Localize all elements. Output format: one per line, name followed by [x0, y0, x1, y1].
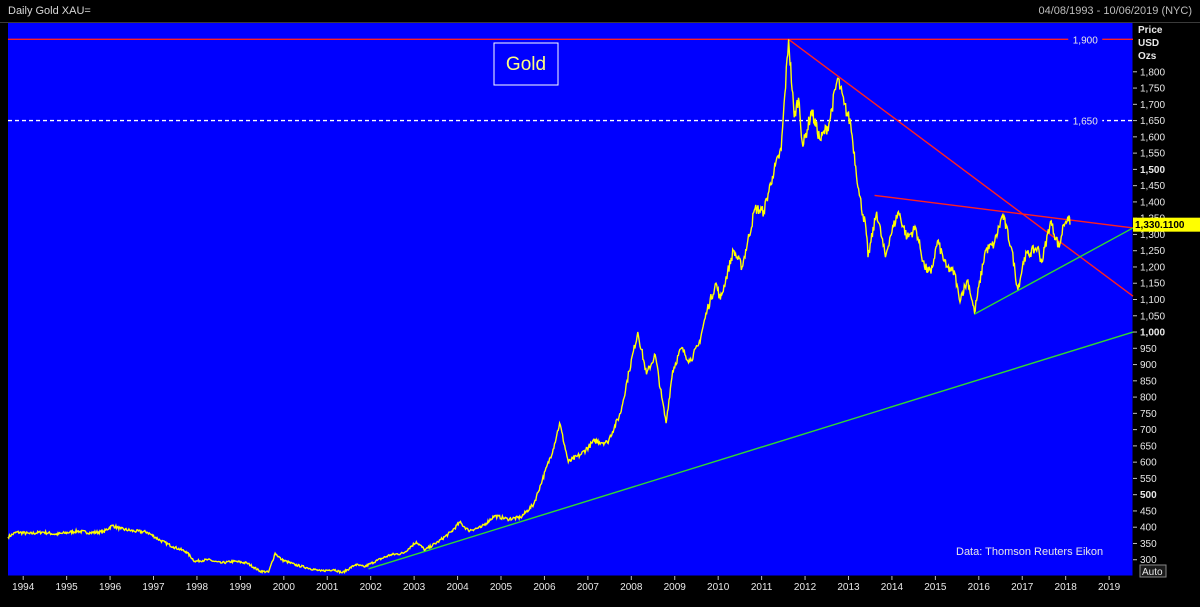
y-axis-label-price: Price	[1138, 25, 1163, 36]
x-tick-label: 2010	[707, 582, 730, 593]
x-tick-label: 2017	[1011, 582, 1034, 593]
trendline-3[interactable]	[874, 194, 1134, 229]
y-tick-label: 1,400	[1140, 197, 1165, 208]
level-label-bg-0	[1068, 33, 1103, 46]
x-tick-label: 1994	[12, 582, 35, 593]
bottom-strip	[0, 593, 1200, 607]
x-tick-label: 2005	[490, 582, 513, 593]
y-tick-label: 600	[1140, 458, 1157, 469]
x-tick-label: 2019	[1098, 582, 1121, 593]
y-tick-label: 700	[1140, 425, 1157, 436]
y-tick-label: 1,450	[1140, 181, 1165, 192]
x-tick-label: 2012	[794, 582, 817, 593]
x-tick-label: 2006	[533, 582, 556, 593]
y-tick-label: 1,750	[1140, 84, 1165, 95]
x-tick-label: 2002	[360, 582, 383, 593]
y-tick-label: 1,300	[1140, 230, 1165, 241]
plot-area[interactable]	[8, 23, 1133, 576]
y-axis: 300 350 400 450 500 550 600 650 700 750 800 850 900 9…	[1133, 67, 1165, 566]
y-tick-label: 900	[1140, 360, 1157, 371]
y-tick-label: 1,500	[1140, 165, 1165, 176]
last-price-tag: 1,330.1100	[1133, 217, 1200, 232]
y-tick-label: 850	[1140, 376, 1157, 387]
level-label-bg-1	[1068, 114, 1103, 127]
y-tick-label: 550	[1140, 474, 1157, 485]
auto-button-frame[interactable]	[1139, 564, 1167, 578]
y-tick-label: 1,250	[1140, 246, 1165, 257]
instrument-title: Daily Gold XAU=	[8, 5, 91, 17]
y-tick-label: 450	[1140, 506, 1157, 517]
y-tick-label: 1,100	[1140, 295, 1165, 306]
x-tick-label: 2003	[403, 582, 426, 593]
x-tick-label: 2016	[968, 582, 991, 593]
y-axis-title: Price USD Ozs	[1138, 25, 1163, 62]
x-tick-label: 2018	[1055, 582, 1078, 593]
x-tick-label: 1997	[142, 582, 165, 593]
chart-title-box	[493, 42, 559, 86]
y-tick-label: 800	[1140, 393, 1157, 404]
date-range: 04/08/1993 - 10/06/2019 (NYC)	[1038, 5, 1193, 17]
y-tick-label: 500	[1140, 490, 1157, 501]
trendline-2[interactable]	[788, 38, 1134, 297]
x-tick-label: 2001	[316, 582, 339, 593]
y-tick-label: 1,800	[1140, 67, 1165, 78]
x-tick-label: 2009	[664, 582, 687, 593]
y-tick-label: 400	[1140, 523, 1157, 534]
x-tick-label: 1998	[186, 582, 209, 593]
x-tick-label: 1995	[56, 582, 79, 593]
trendline-5[interactable]	[974, 227, 1134, 315]
chart-title: Gold	[506, 54, 546, 75]
y-tick-label: 1,200	[1140, 262, 1165, 273]
y-tick-label: 1,700	[1140, 100, 1165, 111]
y-tick-label: 650	[1140, 441, 1157, 452]
y-tick-label: 1,150	[1140, 279, 1165, 290]
y-tick-label: 1,550	[1140, 149, 1165, 160]
y-tick-label: 300	[1140, 555, 1157, 566]
x-tick-label: 2004	[446, 582, 469, 593]
y-tick-label: 1,000	[1140, 328, 1165, 339]
level-label-0: 1,900	[1073, 35, 1098, 46]
y-tick-label: 1,600	[1140, 132, 1165, 143]
y-tick-label: 1,650	[1140, 116, 1165, 127]
y-tick-label: 350	[1140, 539, 1157, 550]
y-axis-label-ozs: Ozs	[1138, 51, 1157, 62]
x-tick-label: 2011	[751, 582, 773, 593]
auto-scale-button[interactable]: Auto	[1139, 564, 1167, 578]
y-tick-label: 750	[1140, 409, 1157, 420]
auto-button-label[interactable]: Auto	[1142, 567, 1163, 578]
x-tick-label: 2000	[273, 582, 296, 593]
last-price-value: 1,330.1100	[1135, 220, 1185, 231]
y-tick-label: 950	[1140, 344, 1157, 355]
x-tick-label: 2015	[924, 582, 947, 593]
last-price-background	[1133, 217, 1200, 232]
level-label-1: 1,650	[1073, 117, 1098, 128]
source-note: Data: Thomson Reuters Eikon	[956, 546, 1103, 558]
trendline-4[interactable]	[368, 331, 1134, 570]
title-bar: Daily Gold XAU= 04/08/1993 - 10/06/2019 …	[0, 0, 1200, 23]
x-tick-label: 2014	[881, 582, 904, 593]
y-tick-label: 1,050	[1140, 311, 1165, 322]
y-axis-label-usd: USD	[1138, 38, 1159, 49]
x-tick-label: 2013	[837, 582, 860, 593]
price-line[interactable]	[7, 39, 1071, 575]
x-tick-label: 1999	[229, 582, 252, 593]
x-tick-label: 2008	[620, 582, 643, 593]
x-tick-label: 2007	[577, 582, 600, 593]
x-tick-label: 1996	[99, 582, 122, 593]
